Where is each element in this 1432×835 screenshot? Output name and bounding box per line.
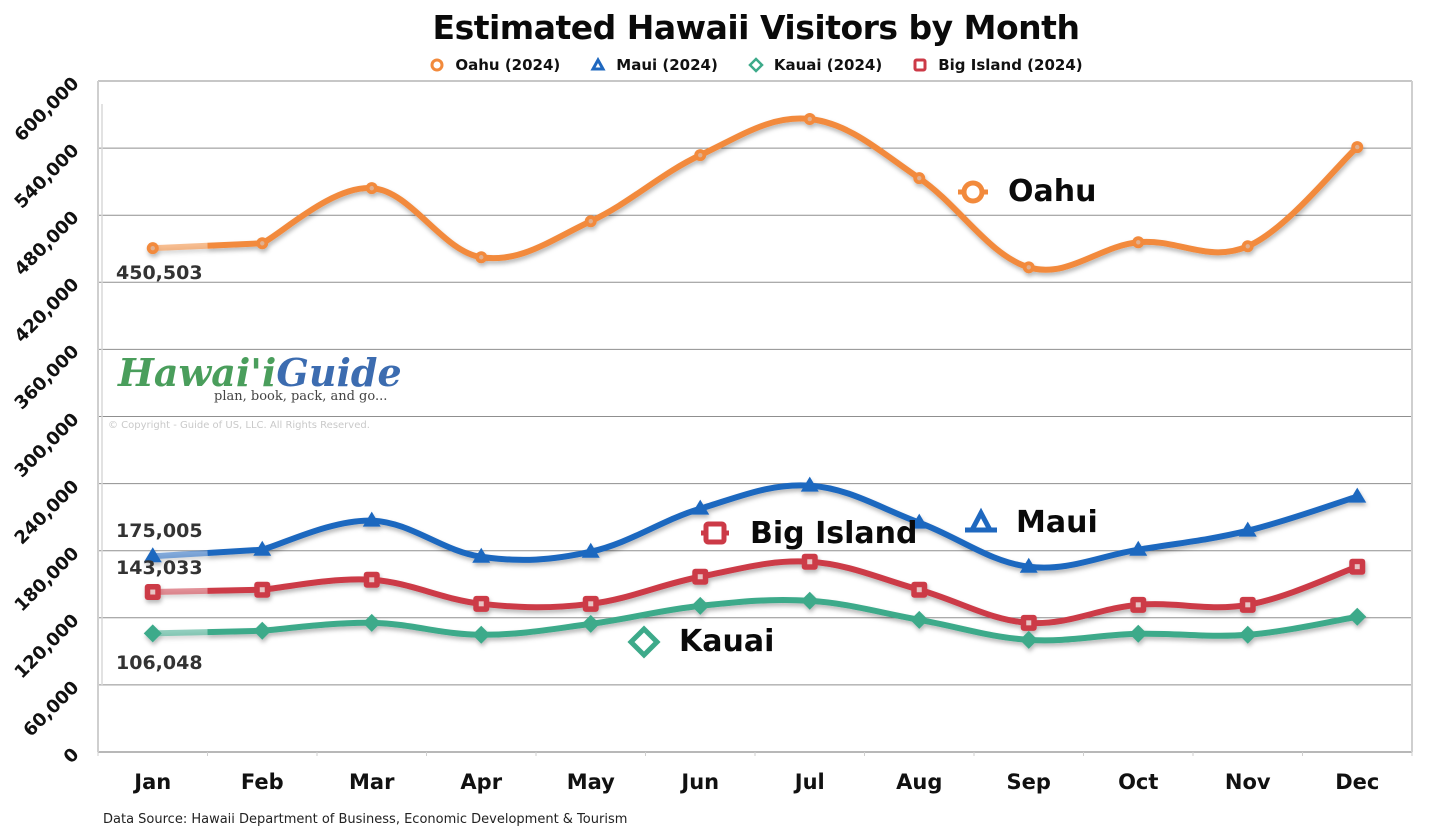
x-tick-label: Dec [1335, 770, 1380, 794]
diamond-icon [748, 57, 764, 73]
data-point [1129, 540, 1148, 556]
kauai-jan-value: 106,048 [116, 652, 203, 674]
x-tick-label: Mar [349, 770, 395, 794]
data-point [1238, 625, 1257, 644]
legend: Oahu (2024) Maui (2024) Kauai (2024) Big… [0, 56, 1432, 74]
data-point [143, 547, 162, 563]
oahu-jan-value: 450,503 [116, 262, 203, 284]
gridlines [97, 80, 1413, 756]
series-maui [143, 476, 1367, 573]
series-oahu [146, 113, 1364, 274]
data-point [472, 547, 491, 563]
legend-item-kauai[interactable]: Kauai (2024) [748, 56, 882, 74]
series-big-island [144, 553, 1366, 631]
data-point [1019, 557, 1038, 573]
data-point [581, 614, 600, 633]
x-tick-label: May [566, 770, 615, 794]
legend-label: Big Island (2024) [938, 56, 1083, 74]
series-kauai [143, 591, 1367, 649]
data-point [362, 613, 381, 632]
big-island-jan-value: 143,033 [116, 557, 203, 579]
x-tick-label: Apr [460, 770, 503, 794]
diamond-icon [627, 624, 661, 659]
square-icon [701, 521, 729, 544]
x-tick-label: Jan [134, 770, 172, 794]
copyright-notice: © Copyright - Guide of US, LLC. All Righ… [108, 420, 370, 431]
legend-item-oahu[interactable]: Oahu (2024) [429, 56, 560, 74]
data-point [1348, 487, 1367, 503]
data-point [691, 499, 710, 515]
x-tick-label: Jul [794, 770, 825, 794]
x-tick-label: Feb [240, 770, 284, 794]
callout-oahu: Oahu [956, 174, 1096, 209]
legend-item-maui[interactable]: Maui (2024) [590, 56, 718, 74]
data-point [1019, 630, 1038, 649]
callout-kauai: Kauai [627, 624, 774, 659]
legend-label: Kauai (2024) [773, 56, 883, 74]
legend-label: Oahu (2024) [455, 56, 561, 74]
x-tick-label: Oct [1118, 770, 1159, 794]
hawaii-guide-logo: Hawai'iGuide plan, book, pack, and go... [118, 350, 402, 404]
data-point [253, 540, 272, 556]
data-point [800, 476, 819, 492]
data-point [691, 596, 710, 615]
data-point [581, 542, 600, 558]
triangle-icon [965, 507, 997, 532]
data-point [362, 511, 381, 527]
data-point [910, 610, 929, 629]
x-tick-label: Aug [896, 770, 943, 794]
data-point [800, 591, 819, 610]
data-point [472, 625, 491, 644]
legend-label: Maui (2024) [616, 56, 718, 74]
x-tick-label: Nov [1224, 770, 1271, 794]
callout-big-island: Big Island [698, 516, 917, 551]
data-point [143, 624, 162, 643]
circle-icon [430, 58, 444, 72]
data-point [1238, 521, 1257, 537]
series-lines [143, 113, 1367, 649]
data-point [1348, 607, 1367, 626]
chart-title: Estimated Hawaii Visitors by Month [432, 8, 1080, 47]
data-point [1129, 624, 1148, 643]
data-source-note: Data Source: Hawaii Department of Busine… [103, 812, 628, 827]
circle-icon [958, 180, 988, 203]
logo-tagline: plan, book, pack, and go... [214, 389, 388, 404]
data-point [253, 621, 272, 640]
x-tick-label: Sep [1006, 770, 1051, 794]
maui-jan-value: 175,005 [116, 520, 203, 542]
data-point [910, 513, 929, 529]
square-icon [913, 58, 927, 72]
x-tick-label: Jun [681, 770, 720, 794]
triangle-icon [590, 57, 606, 71]
legend-item-big-island[interactable]: Big Island (2024) [912, 56, 1083, 74]
callout-maui: Maui [964, 505, 1098, 540]
